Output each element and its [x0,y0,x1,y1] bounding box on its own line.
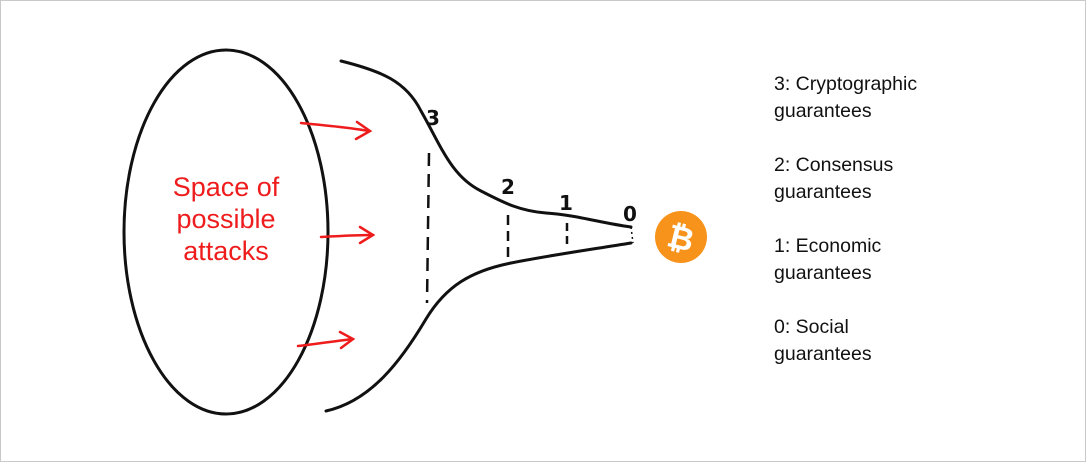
attack-arrow-top [299,120,373,141]
funnel-top-edge [339,59,633,229]
legend-item-subtitle: guarantees [774,181,872,203]
legend-item-consensus: 2: Consensus guarantees [774,152,1074,206]
attack-space-line: Space of [172,172,280,202]
level-0-label: 0 [623,202,637,226]
legend-item-title: 2: Consensus [774,154,894,176]
legend-item-title: 0: Social [774,316,849,338]
legend-item-subtitle: guarantees [774,100,872,122]
attack-space-line: attacks [183,236,269,266]
attack-space-label: Space of possible attacks [151,171,301,267]
legend-item-economic: 1: Economic guarantees [774,233,1074,287]
legend-item-subtitle: guarantees [774,262,872,284]
bitcoin-icon: ₿ [655,211,707,263]
funnel-mouth [630,226,634,244]
legend-item-title: 1: Economic [774,235,882,257]
attack-arrow-middle [319,225,376,245]
attack-space-ellipse [122,48,330,416]
funnel-bottom-edge [324,241,633,413]
level-2-label: 2 [501,175,515,199]
attack-space-line: possible [176,204,276,234]
level-1-label: 1 [559,191,573,215]
level-3-label: 3 [426,106,440,130]
legend-item-title: 3: Cryptographic [774,73,918,95]
legend-item-cryptographic: 3: Cryptographic guarantees [774,71,1074,125]
legend-item-social: 0: Social guarantees [774,314,1074,368]
legend: 3: Cryptographic guarantees 2: Consensus… [774,71,1074,395]
legend-item-subtitle: guarantees [774,343,872,365]
divider-level-3 [425,152,431,304]
attack-arrow-bottom [296,330,356,350]
